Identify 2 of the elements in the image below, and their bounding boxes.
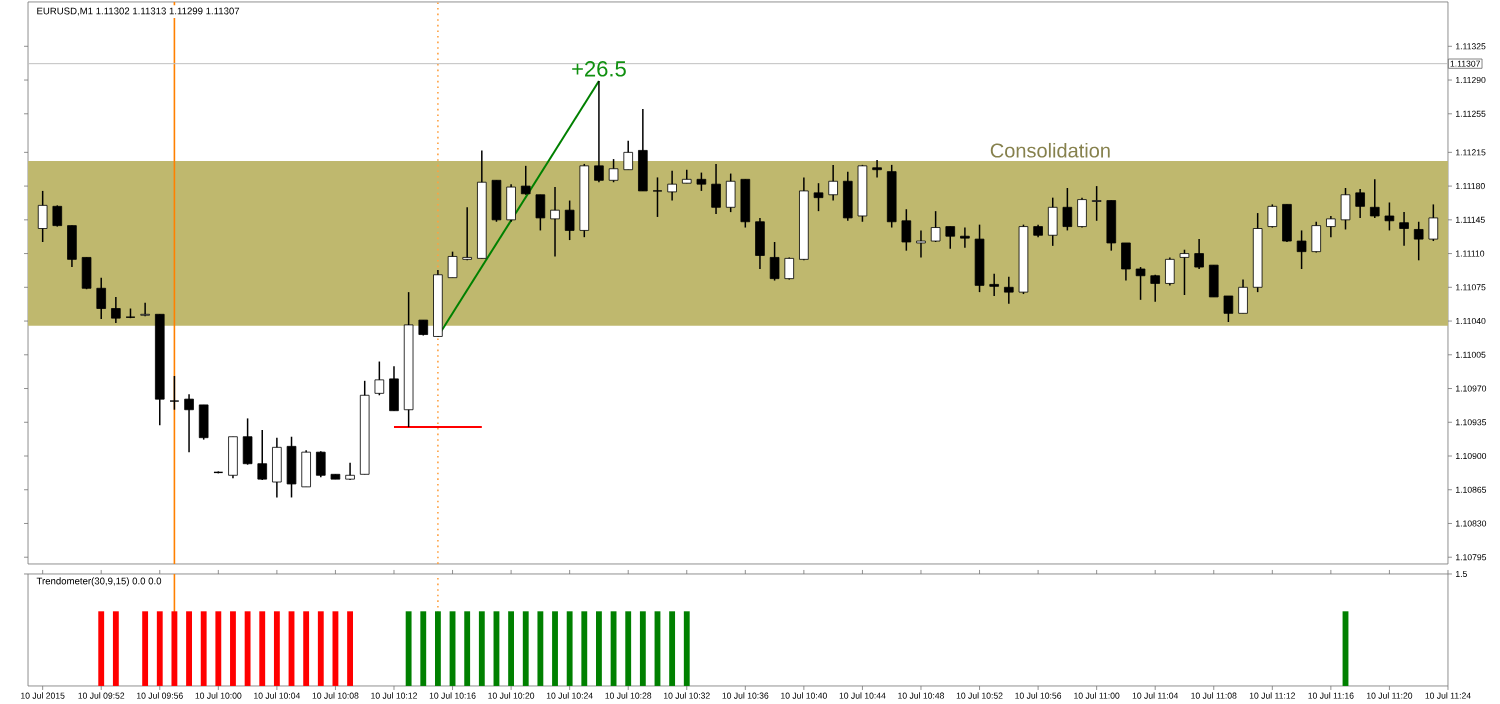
annotation: +26.5 (572, 61, 626, 77)
band-label: Consolidation (990, 142, 1110, 158)
